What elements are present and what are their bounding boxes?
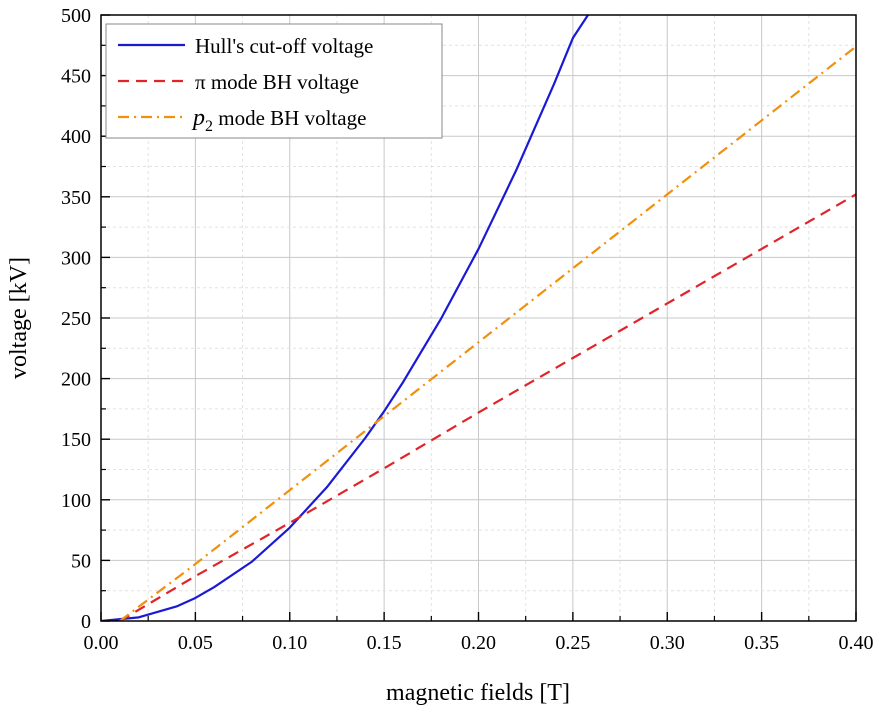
legend-label-p2-sub: 2	[205, 118, 213, 135]
legend-label-p2: p2 mode BH voltage	[191, 105, 366, 135]
x-tick-label: 0.15	[367, 632, 402, 654]
series-line-0	[101, 15, 589, 621]
legend: Hull's cut-off voltage π mode BH voltage…	[105, 23, 443, 139]
y-tick-label: 350	[61, 187, 91, 209]
ticks: 0.00 0.05 0.10 0.15 0.20 0.25 0.30 0.35 0.40 0 50 1…	[61, 5, 874, 654]
y-tick-label: 150	[61, 429, 91, 451]
x-tick-label: 0.25	[555, 632, 590, 654]
y-tick-label: 50	[71, 550, 91, 572]
x-tick-label: 0.00	[84, 632, 119, 654]
y-tick-label: 250	[61, 308, 91, 330]
legend-label-pi: π mode BH voltage	[195, 70, 359, 94]
y-tick-label: 300	[61, 247, 91, 269]
series-group	[101, 15, 856, 621]
x-tick-label: 0.35	[744, 632, 779, 654]
y-tick-label: 450	[61, 66, 91, 88]
series-line-1	[119, 193, 856, 621]
legend-label-p2-rest: mode BH voltage	[213, 106, 366, 130]
x-tick-label: 0.40	[839, 632, 874, 654]
y-tick-label: 0	[81, 611, 91, 633]
y-tick-label: 100	[61, 490, 91, 512]
grid	[101, 15, 856, 621]
y-tick-label: 400	[61, 126, 91, 148]
y-tick-label: 500	[61, 5, 91, 27]
legend-label-p2-base: p	[191, 105, 205, 131]
series-line-2	[119, 45, 856, 621]
x-tick-label: 0.30	[650, 632, 685, 654]
legend-label-hull: Hull's cut-off voltage	[195, 34, 373, 58]
y-tick-label: 200	[61, 369, 91, 391]
x-tick-label: 0.20	[461, 632, 496, 654]
x-tick-label: 0.05	[178, 632, 213, 654]
x-tick-label: 0.10	[272, 632, 307, 654]
x-axis-title: magnetic fields [T]	[386, 680, 570, 706]
y-axis-title: voltage [kV]	[6, 257, 32, 379]
